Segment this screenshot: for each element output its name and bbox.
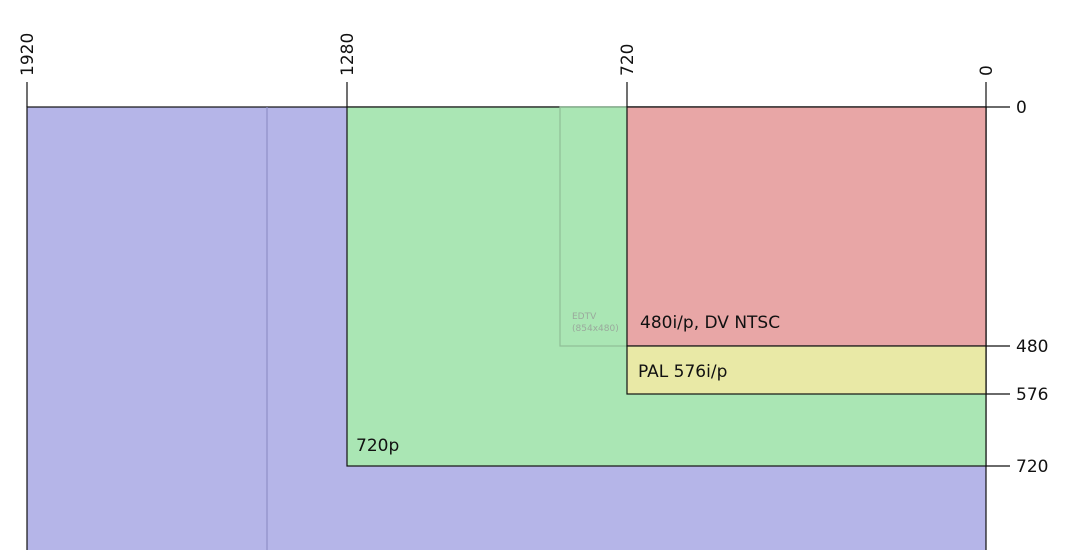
top-label: 0 <box>977 65 997 76</box>
right-label: 0 <box>1016 98 1027 118</box>
top-label: 1280 <box>338 33 358 76</box>
right-label: 480 <box>1016 337 1048 357</box>
edtv-label: (854x480) <box>572 324 619 334</box>
region-ntsc <box>626 106 987 347</box>
edtv-label: EDTV <box>572 312 597 322</box>
region-pal <box>626 345 987 395</box>
region-label: 720p <box>356 436 399 456</box>
right-label: 720 <box>1016 457 1048 477</box>
top-label: 1920 <box>18 33 38 76</box>
region-label: PAL 576i/p <box>638 362 727 382</box>
region-label: 480i/p, DV NTSC <box>640 313 780 333</box>
right-label: 576 <box>1016 385 1048 405</box>
top-label: 720 <box>618 44 638 76</box>
